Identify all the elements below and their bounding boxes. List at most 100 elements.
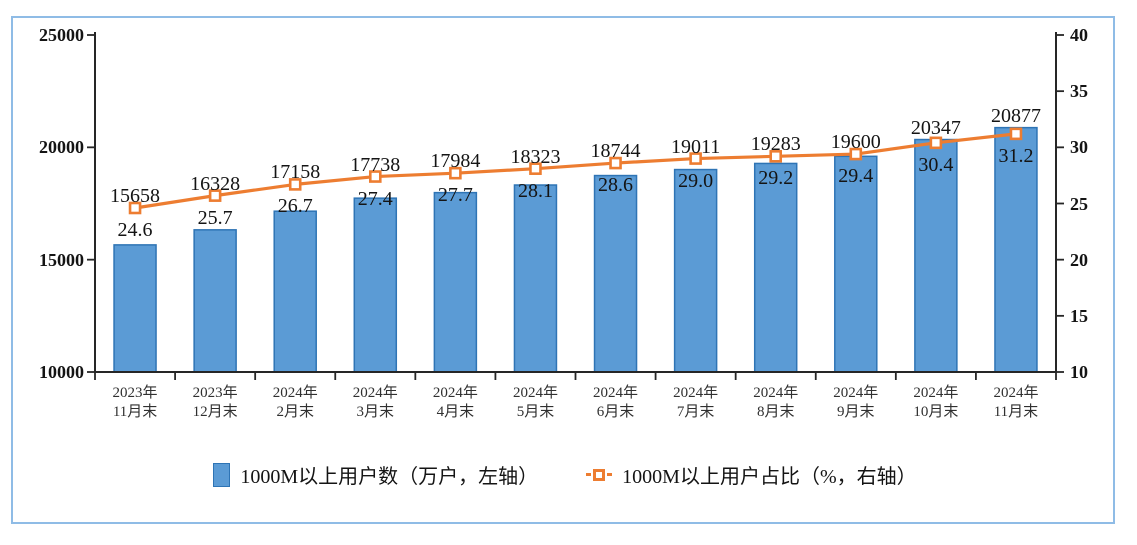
bar-value-label: 19600 <box>830 131 881 154</box>
right-axis-tick-label: 10 <box>1070 362 1088 382</box>
bar-value-label: 16328 <box>190 172 241 195</box>
line-value-label: 25.7 <box>197 206 233 229</box>
line-marker <box>689 152 702 165</box>
line-value-label: 28.6 <box>598 174 634 197</box>
line-value-label: 28.1 <box>517 179 553 202</box>
category-month-line: 11月末 <box>993 404 1039 420</box>
bar-series-swatch-icon <box>213 462 231 487</box>
bar-value-label: 15658 <box>110 184 161 207</box>
category-year-line: 2024年 <box>352 385 398 401</box>
left-axis-tick-label: 20000 <box>39 137 84 158</box>
line-marker <box>849 147 863 161</box>
bar-value-label: 18323 <box>510 145 561 168</box>
category-month-line: 6月末 <box>596 404 635 420</box>
line-value-label: 29.4 <box>838 165 874 188</box>
line-dash-icon <box>607 473 613 476</box>
category-year-line: 2024年 <box>993 385 1039 401</box>
line-value-label: 24.6 <box>117 218 153 241</box>
bar <box>273 210 317 373</box>
x-axis-category-label: 2024年 10月末 <box>896 384 976 422</box>
category-year-line: 2023年 <box>192 385 238 401</box>
category-year-line: 2024年 <box>593 385 639 401</box>
legend-item-bar-series: 1000M以上用户数（万户，左轴） <box>213 460 538 489</box>
line-series-path <box>133 132 1018 210</box>
line-value-label: 29.2 <box>758 167 794 190</box>
line-marker <box>1009 127 1023 141</box>
right-axis-tick-label: 15 <box>1070 305 1088 326</box>
x-axis-category-label: 2024年 9月末 <box>816 384 896 422</box>
left-axis-tick-label: 25000 <box>39 25 84 45</box>
right-axis-tick-label: 20 <box>1070 249 1088 270</box>
category-month-line: 3月末 <box>356 404 395 420</box>
x-axis-category-label: 2024年 6月末 <box>576 384 656 422</box>
category-year-line: 2024年 <box>913 385 959 401</box>
line-series-marker-icon <box>586 468 613 481</box>
line-marker <box>609 156 622 170</box>
right-axis-tick-label: 30 <box>1070 137 1088 158</box>
category-year-line: 2024年 <box>673 385 719 401</box>
line-value-label: 31.2 <box>998 144 1034 167</box>
bar <box>353 197 398 373</box>
line-value-label: 27.7 <box>437 184 473 207</box>
bar <box>914 138 958 373</box>
x-axis-category-label: 2024年 8月末 <box>736 384 816 422</box>
bar <box>113 244 157 373</box>
right-axis-tick-label: 40 <box>1070 25 1088 45</box>
x-axis-category-label: 2024年 2月末 <box>255 384 335 422</box>
line-value-label: 27.4 <box>357 187 393 210</box>
x-axis-category-label: 2024年 4月末 <box>415 384 495 422</box>
line-marker <box>368 170 382 183</box>
category-month-line: 2月末 <box>276 404 314 420</box>
x-axis-category-label: 2024年 7月末 <box>656 384 736 422</box>
bar <box>834 155 878 373</box>
line-marker <box>288 178 302 191</box>
category-month-line: 10月末 <box>913 404 959 420</box>
x-axis-category-label: 2024年 5月末 <box>495 384 575 422</box>
bar-value-label: 20347 <box>910 116 961 139</box>
line-marker <box>929 136 943 150</box>
category-year-line: 2024年 <box>272 385 318 401</box>
category-month-line: 12月末 <box>192 404 238 420</box>
bar-value-label: 20877 <box>990 104 1041 127</box>
line-marker <box>449 166 462 180</box>
legend-item-line-series: 1000M以上用户占比（%，右轴） <box>586 460 917 489</box>
bar-value-label: 17738 <box>350 153 401 176</box>
category-year-line: 2024年 <box>833 385 879 401</box>
line-value-label: 26.7 <box>277 195 313 218</box>
category-month-line: 9月末 <box>837 404 875 420</box>
bar <box>753 162 798 373</box>
bar-value-label: 19283 <box>750 133 801 156</box>
bar-value-label: 17984 <box>430 150 481 173</box>
x-axis-category-label: 2024年 11月末 <box>976 384 1056 422</box>
category-month-line: 11月末 <box>112 404 158 420</box>
line-marker <box>128 201 142 215</box>
line-marker <box>769 150 783 163</box>
x-axis-category-label: 2024年 3月末 <box>335 384 415 422</box>
bar-value-label: 19011 <box>670 135 721 158</box>
category-month-line: 7月末 <box>676 404 715 420</box>
line-marker <box>208 189 222 202</box>
category-month-line: 5月末 <box>516 404 555 420</box>
line-square-marker-icon <box>593 468 606 481</box>
line-marker <box>529 162 542 175</box>
legend-label-bar-series: 1000M以上用户数（万户，左轴） <box>240 466 539 488</box>
category-year-line: 2024年 <box>753 385 799 401</box>
bar <box>433 191 478 373</box>
category-year-line: 2023年 <box>112 385 158 401</box>
line-value-label: 30.4 <box>918 153 954 176</box>
x-axis-category-label: 2023年 11月末 <box>95 384 175 422</box>
left-axis-tick-label: 15000 <box>39 249 84 270</box>
bar <box>673 168 718 373</box>
line-value-label: 29.0 <box>678 169 714 192</box>
bar-value-label: 18744 <box>590 140 641 163</box>
category-year-line: 2024年 <box>432 385 478 401</box>
right-axis-tick-label: 35 <box>1070 81 1088 102</box>
bar <box>193 229 237 373</box>
legend: 1000M以上用户数（万户，左轴） 1000M以上用户占比（%，右轴） <box>13 460 1117 489</box>
bar <box>593 174 638 373</box>
bar-value-label: 17158 <box>270 161 321 184</box>
line-dash-icon <box>586 473 592 476</box>
legend-label-line-series: 1000M以上用户占比（%，右轴） <box>622 466 917 488</box>
